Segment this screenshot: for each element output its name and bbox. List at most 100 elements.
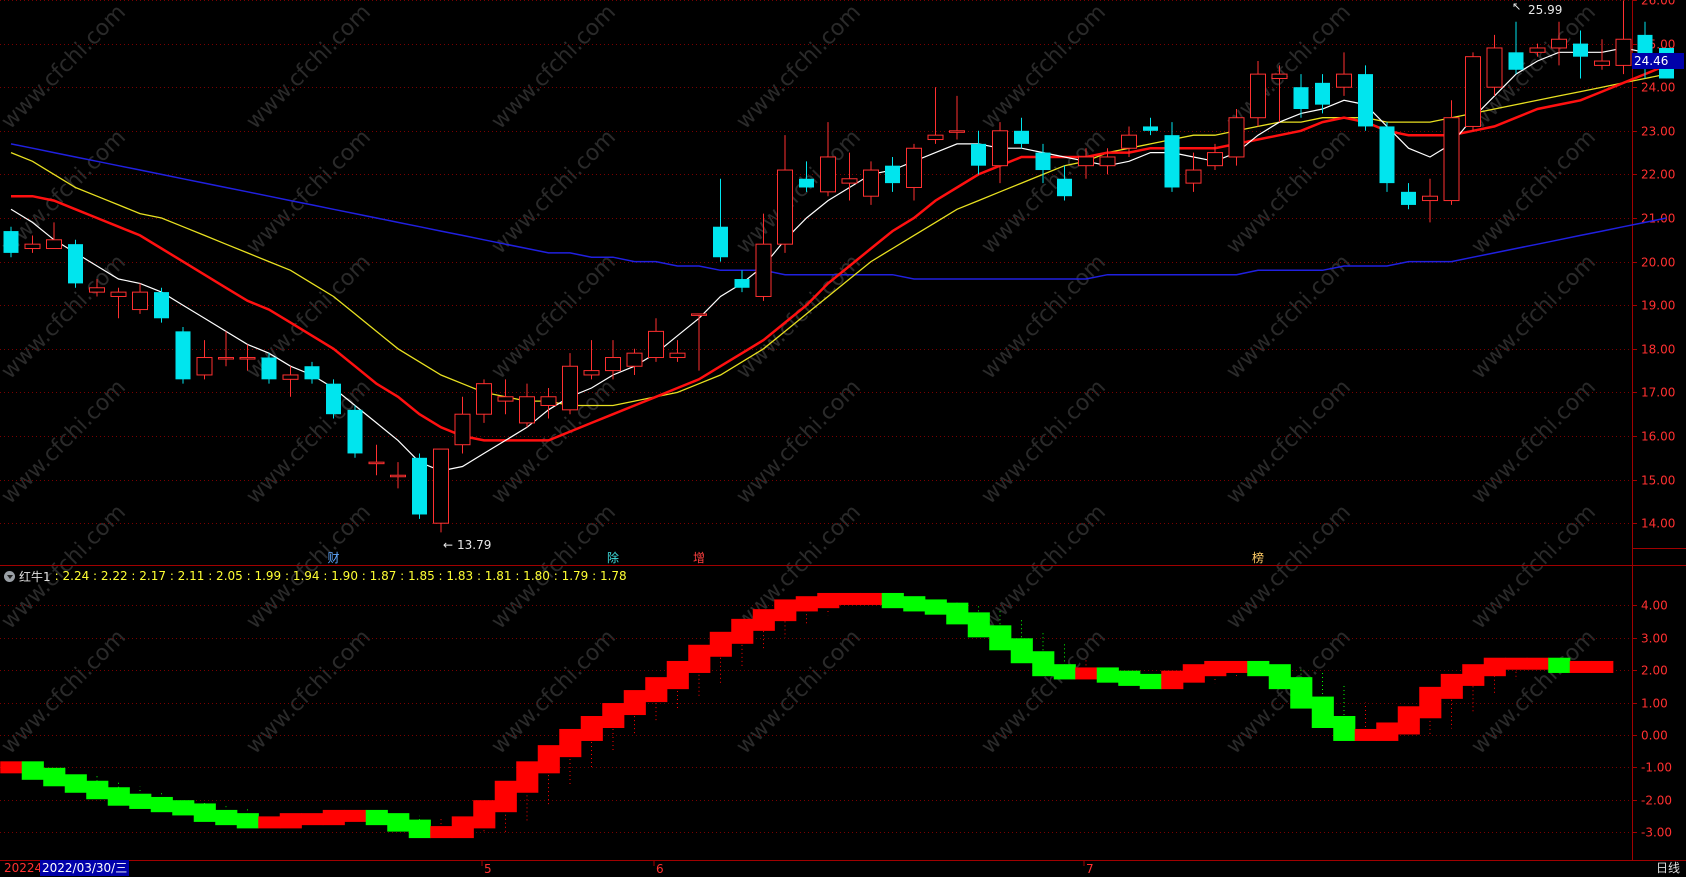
candle[interactable] xyxy=(820,122,836,197)
candle[interactable] xyxy=(648,318,664,362)
candle[interactable] xyxy=(949,95,965,140)
candle[interactable] xyxy=(992,122,1008,184)
candle[interactable] xyxy=(239,344,256,371)
candle[interactable] xyxy=(261,353,277,384)
candle[interactable] xyxy=(24,235,41,253)
indicator-tick-label: -3.00 xyxy=(1641,826,1672,840)
candle[interactable] xyxy=(110,287,127,319)
candle[interactable] xyxy=(1164,122,1180,192)
event-marker[interactable]: 除 xyxy=(607,550,619,565)
candle[interactable] xyxy=(175,327,191,384)
candle[interactable] xyxy=(1401,183,1416,210)
candle[interactable] xyxy=(626,348,643,375)
candle[interactable] xyxy=(713,178,728,262)
candle[interactable] xyxy=(1207,143,1223,171)
indicator-series[interactable] xyxy=(0,592,1614,839)
candle-body xyxy=(1401,191,1416,205)
candle[interactable] xyxy=(1143,117,1158,136)
candle[interactable] xyxy=(1573,30,1588,79)
candle[interactable] xyxy=(540,388,557,419)
event-marker[interactable]: 榜 xyxy=(1252,550,1264,565)
candle[interactable] xyxy=(755,213,772,301)
indicator-block xyxy=(86,780,109,800)
candle[interactable] xyxy=(1379,122,1395,192)
indicator-block xyxy=(989,625,1012,651)
candle[interactable] xyxy=(1336,52,1352,96)
candle-body xyxy=(1422,195,1438,202)
candle[interactable] xyxy=(1594,39,1610,70)
candle[interactable] xyxy=(1508,21,1524,75)
indicator-block xyxy=(1548,657,1571,673)
candle[interactable] xyxy=(1099,148,1116,175)
candle[interactable] xyxy=(304,361,320,384)
candle[interactable] xyxy=(1551,21,1567,66)
candle[interactable] xyxy=(46,222,62,250)
candle[interactable] xyxy=(1358,65,1373,131)
candle[interactable] xyxy=(282,366,299,397)
price-tick-label: 16.00 xyxy=(1641,430,1675,444)
candle[interactable] xyxy=(799,161,814,192)
candle[interactable] xyxy=(1035,143,1051,184)
candle[interactable] xyxy=(390,462,406,489)
candle[interactable] xyxy=(777,135,793,253)
period-selector[interactable]: 日线 xyxy=(1655,861,1680,875)
candle[interactable] xyxy=(971,130,986,175)
indicator-block xyxy=(903,596,926,612)
candle[interactable] xyxy=(1529,43,1546,57)
candle[interactable] xyxy=(734,270,750,293)
indicator-axis: 4.00 3.00 2.00 1.00 0.00 -1.00 -2.00 -3.00 xyxy=(1632,599,1672,840)
candle[interactable] xyxy=(519,383,535,428)
candle[interactable] xyxy=(863,161,879,205)
candle[interactable] xyxy=(1078,148,1094,179)
candle[interactable] xyxy=(1315,74,1330,114)
candle[interactable] xyxy=(68,239,83,288)
event-marker[interactable]: 增 xyxy=(693,551,705,565)
candle[interactable] xyxy=(1121,126,1137,157)
candle[interactable] xyxy=(1057,165,1072,201)
candle[interactable] xyxy=(326,379,341,419)
candle-body xyxy=(540,396,557,406)
indicator-toggle-icon[interactable] xyxy=(4,570,15,582)
candle[interactable] xyxy=(841,152,858,201)
candle[interactable] xyxy=(1271,65,1288,123)
candle[interactable] xyxy=(605,340,621,380)
candle[interactable] xyxy=(1293,74,1309,118)
candle[interactable] xyxy=(669,340,686,362)
candle[interactable] xyxy=(1422,178,1438,223)
candle[interactable] xyxy=(885,156,900,192)
candle[interactable] xyxy=(89,279,105,297)
candle[interactable] xyxy=(454,396,471,454)
candlestick-series[interactable] xyxy=(3,0,1675,533)
candle[interactable] xyxy=(368,444,385,476)
candle[interactable] xyxy=(1486,34,1503,96)
candle[interactable] xyxy=(218,331,234,367)
candle[interactable] xyxy=(1250,61,1266,127)
candle[interactable] xyxy=(583,340,600,380)
candle[interactable] xyxy=(196,340,213,380)
event-marker[interactable]: 财 xyxy=(328,551,340,565)
candle[interactable] xyxy=(497,379,514,415)
candle[interactable] xyxy=(1465,52,1481,131)
candle[interactable] xyxy=(906,143,922,201)
candle[interactable] xyxy=(1615,0,1632,75)
candle-body xyxy=(1164,135,1180,188)
candle[interactable] xyxy=(927,87,944,144)
candle-body xyxy=(476,383,492,415)
candle[interactable] xyxy=(476,379,492,423)
candle[interactable] xyxy=(412,453,427,519)
candle[interactable] xyxy=(691,313,707,371)
candle[interactable] xyxy=(154,287,169,323)
candle[interactable] xyxy=(1443,100,1460,205)
candle[interactable] xyxy=(433,448,449,533)
candle[interactable] xyxy=(1185,152,1202,192)
event-marker-row: 财除增榜 xyxy=(328,550,1265,565)
candle[interactable] xyxy=(1014,117,1029,149)
candle[interactable] xyxy=(3,226,19,258)
candle[interactable] xyxy=(1228,109,1245,166)
candle[interactable] xyxy=(347,405,363,458)
candle[interactable] xyxy=(132,283,148,314)
indicator-block xyxy=(709,631,732,657)
candle[interactable] xyxy=(562,353,578,415)
indicator-block xyxy=(1268,664,1291,690)
